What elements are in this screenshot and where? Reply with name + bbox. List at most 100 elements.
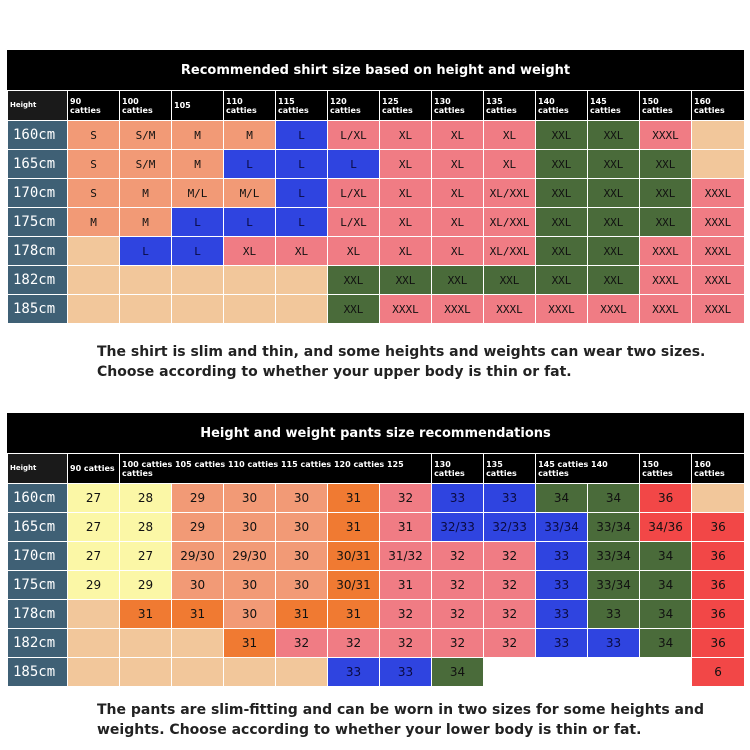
size-cell: 30 xyxy=(275,483,328,513)
table-row: 170cm S M M/L M/L L L/XL XL XL XL/XXL XXL XXL XXL XXX… xyxy=(7,178,745,208)
table-row: 178cm L L XL XL XL XL XL XL/XXL XXL XXL XXXL XXXL xyxy=(7,236,745,266)
size-cell: 33 xyxy=(378,657,433,687)
size-cell xyxy=(691,483,746,513)
pants-size-section: Height and weight pants size recommendat… xyxy=(7,413,746,687)
shirt-header-unit: catties xyxy=(642,105,673,115)
size-cell: 36 xyxy=(691,628,746,658)
size-cell: XL xyxy=(379,149,432,179)
size-cell xyxy=(223,265,276,295)
size-cell: XXXL xyxy=(587,294,640,324)
size-cell: XL/XXL xyxy=(483,236,536,266)
table-row: 182cm 31 32 32 32 32 32 33 33 34 36 xyxy=(7,628,746,658)
size-cell xyxy=(275,294,328,324)
size-cell: XXL xyxy=(535,236,588,266)
size-cell xyxy=(171,657,224,687)
size-cell: 31 xyxy=(327,483,380,513)
shirt-header-unit: catties xyxy=(330,105,361,115)
size-cell: 29/30 xyxy=(223,541,276,571)
size-cell: XXL xyxy=(379,265,432,295)
size-cell xyxy=(67,236,120,266)
pants-header-135: 135 catties xyxy=(483,453,537,484)
shirt-header-col: 135 catties xyxy=(483,90,536,121)
size-cell xyxy=(119,294,172,324)
size-cell: S xyxy=(67,149,120,179)
size-cell: M xyxy=(119,207,172,237)
size-cell: XL xyxy=(431,178,484,208)
size-cell: 34 xyxy=(535,483,589,513)
shirt-header-col: 90 catties xyxy=(67,90,120,121)
size-cell: 28 xyxy=(119,483,172,513)
size-cell: 32 xyxy=(378,599,433,629)
size-cell: 31 xyxy=(223,628,276,658)
size-cell: 30 xyxy=(275,570,328,600)
size-cell: XL xyxy=(431,207,484,237)
size-cell: 36 xyxy=(691,541,746,571)
shirt-header-unit: catties xyxy=(434,105,465,115)
size-cell: S/M xyxy=(119,120,172,150)
size-cell xyxy=(691,120,745,150)
size-cell: XXL xyxy=(639,207,692,237)
size-cell: 33/34 xyxy=(535,512,589,542)
shirt-header-col: 160 catties xyxy=(691,90,745,121)
size-cell: 30/31 xyxy=(327,541,380,571)
size-cell: L xyxy=(223,149,276,179)
shirt-header-unit: catties xyxy=(382,105,413,115)
shirt-header-weight: 100 xyxy=(122,96,139,106)
height-label: 178cm xyxy=(7,236,68,266)
size-cell: XL xyxy=(379,120,432,150)
shirt-size-table: Height 90 catties 100 catties 105 110 catties 1… xyxy=(7,90,745,324)
size-cell: M xyxy=(171,120,224,150)
size-cell xyxy=(483,657,537,687)
size-cell: 31 xyxy=(275,599,328,629)
size-cell: 30 xyxy=(223,483,276,513)
size-cell xyxy=(639,657,693,687)
size-cell: 33 xyxy=(535,570,589,600)
size-cell xyxy=(171,294,224,324)
size-cell: 33 xyxy=(587,628,641,658)
size-cell: 33 xyxy=(327,657,380,687)
height-label: 175cm xyxy=(7,570,68,600)
size-cell: S xyxy=(67,178,120,208)
shirt-header-weight: 110 xyxy=(226,96,243,106)
size-cell: 32 xyxy=(378,483,433,513)
size-cell: XXL xyxy=(327,294,380,324)
height-label: 182cm xyxy=(7,628,68,658)
table-row: 165cm S S/M M L L L XL XL XL XXL XXL XXL xyxy=(7,149,745,179)
size-cell xyxy=(171,265,224,295)
shirt-header-unit: catties xyxy=(122,105,153,115)
pants-table-body: 160cm 27 28 29 30 30 31 32 33 33 34 34 36 165cm 27 28 29… xyxy=(7,483,746,687)
pants-header-90: 90 catties xyxy=(67,453,120,484)
shirt-header-unit: catties xyxy=(486,105,517,115)
height-label: 160cm xyxy=(7,120,68,150)
shirt-header-col: 150 catties xyxy=(639,90,692,121)
size-cell: 31 xyxy=(171,599,224,629)
size-cell: XL xyxy=(431,236,484,266)
height-label: 165cm xyxy=(7,149,68,179)
size-cell: XXXL xyxy=(535,294,588,324)
size-cell: 29/30 xyxy=(171,541,224,571)
size-cell xyxy=(119,628,172,658)
table-row: 182cm XXL XXL XXL XXL XXL XXL XXXL XXXL xyxy=(7,265,745,295)
shirt-header-col: 120 catties xyxy=(327,90,380,121)
size-cell: XXL xyxy=(639,178,692,208)
shirt-corner-label: Height xyxy=(7,90,68,121)
size-cell xyxy=(119,657,172,687)
pants-table-title: Height and weight pants size recommendat… xyxy=(7,413,744,453)
size-cell: L xyxy=(275,178,328,208)
height-label: 178cm xyxy=(7,599,68,629)
size-cell: 32 xyxy=(327,628,380,658)
size-cell: 28 xyxy=(119,512,172,542)
size-cell: XXL xyxy=(587,265,640,295)
size-cell: 34 xyxy=(639,570,693,600)
size-cell: L xyxy=(275,207,328,237)
size-cell: 32 xyxy=(483,599,537,629)
size-cell xyxy=(691,149,745,179)
shirt-header-weight: 150 xyxy=(642,96,659,106)
size-cell: XL/XXL xyxy=(483,178,536,208)
shirt-table-body: 160cm S S/M M M L L/XL XL XL XL XXL XXL XXXL 165cm S S/… xyxy=(7,120,745,324)
size-cell: 32/33 xyxy=(431,512,485,542)
height-label: 185cm xyxy=(7,657,68,687)
size-cell: 36 xyxy=(691,512,746,542)
shirt-header-unit: catties xyxy=(70,105,101,115)
size-cell: 29 xyxy=(67,570,120,600)
